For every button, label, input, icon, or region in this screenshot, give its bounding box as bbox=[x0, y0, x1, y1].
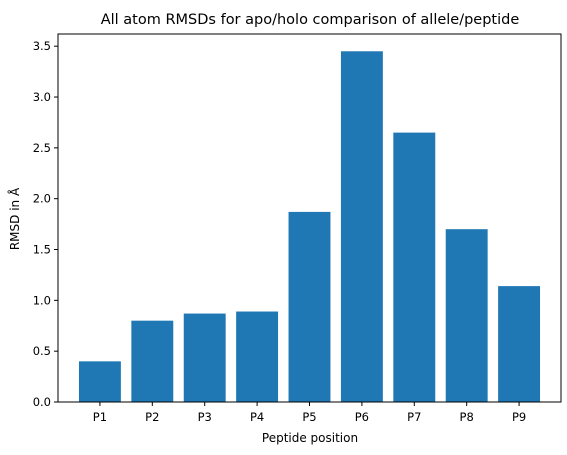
bars-group bbox=[78, 51, 541, 403]
bar-p6 bbox=[340, 51, 383, 402]
x-tick-label: P1 bbox=[93, 410, 107, 424]
x-axis-ticks: P1 P2 P3 P4 P5 P6 P7 P8 P9 bbox=[93, 402, 526, 424]
x-tick-label: P6 bbox=[355, 410, 369, 424]
bar-p5 bbox=[288, 211, 331, 402]
y-tick-label: 2.0 bbox=[33, 192, 51, 206]
bar-p8 bbox=[445, 229, 488, 402]
y-axis-label: RMSD in Å bbox=[7, 187, 22, 250]
y-tick-label: 1.5 bbox=[33, 243, 51, 257]
y-tick-label: 3.0 bbox=[33, 90, 51, 104]
y-axis-ticks: 0.0 0.5 1.0 1.5 2.0 2.5 3.0 3.5 bbox=[33, 39, 58, 409]
y-tick-label: 2.5 bbox=[33, 141, 51, 155]
x-tick-label: P7 bbox=[407, 410, 421, 424]
bar-p9 bbox=[498, 286, 541, 402]
x-tick-label: P8 bbox=[460, 410, 474, 424]
bar-p1 bbox=[78, 361, 121, 402]
x-tick-label: P3 bbox=[198, 410, 212, 424]
x-tick-label: P4 bbox=[250, 410, 264, 424]
x-tick-label: P2 bbox=[145, 410, 159, 424]
plot-frame bbox=[57, 33, 562, 403]
bar-p4 bbox=[236, 311, 279, 402]
y-tick-label: 0.0 bbox=[33, 395, 51, 409]
chart-title: All atom RMSDs for apo/holo comparison o… bbox=[101, 12, 520, 28]
bar-p7 bbox=[393, 132, 436, 403]
x-axis-label: Peptide position bbox=[262, 431, 358, 445]
y-tick-label: 0.5 bbox=[33, 344, 51, 358]
bar-p3 bbox=[183, 313, 226, 402]
x-tick-label: P5 bbox=[302, 410, 316, 424]
bar-p2 bbox=[131, 320, 174, 402]
y-tick-label: 1.0 bbox=[33, 293, 51, 307]
x-tick-label: P9 bbox=[512, 410, 526, 424]
y-tick-label: 3.5 bbox=[33, 39, 51, 53]
